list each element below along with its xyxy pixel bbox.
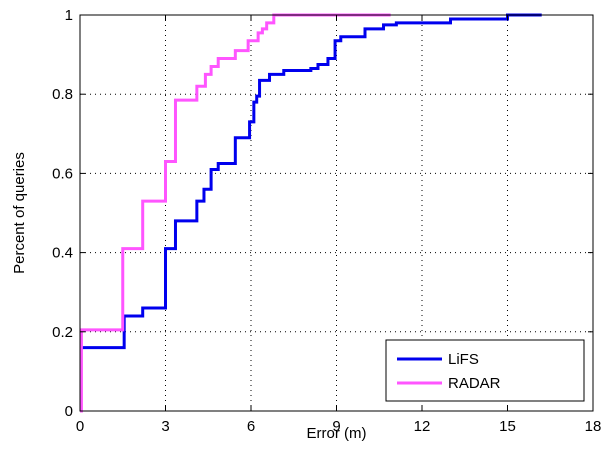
y-axis-title: Percent of queries <box>11 152 28 274</box>
legend-label-lifs: LiFS <box>448 351 479 368</box>
y-tick-label: 0.8 <box>52 86 73 103</box>
x-tick-label: 3 <box>161 418 169 435</box>
y-tick-label: 0 <box>65 403 73 420</box>
y-tick-label: 0.6 <box>52 165 73 182</box>
legend-label-radar: RADAR <box>448 375 501 392</box>
legend: LiFS RADAR <box>386 340 584 401</box>
x-tick-label: 6 <box>247 418 255 435</box>
x-tick-label: 18 <box>585 418 602 435</box>
y-tick-label: 0.2 <box>52 324 73 341</box>
x-axis-title: Error (m) <box>307 425 367 442</box>
x-tick-label: 15 <box>499 418 516 435</box>
y-tick-label: 1 <box>65 7 73 24</box>
x-tick-label: 0 <box>76 418 84 435</box>
x-tick-label: 12 <box>414 418 431 435</box>
y-tick-label: 0.4 <box>52 245 73 262</box>
